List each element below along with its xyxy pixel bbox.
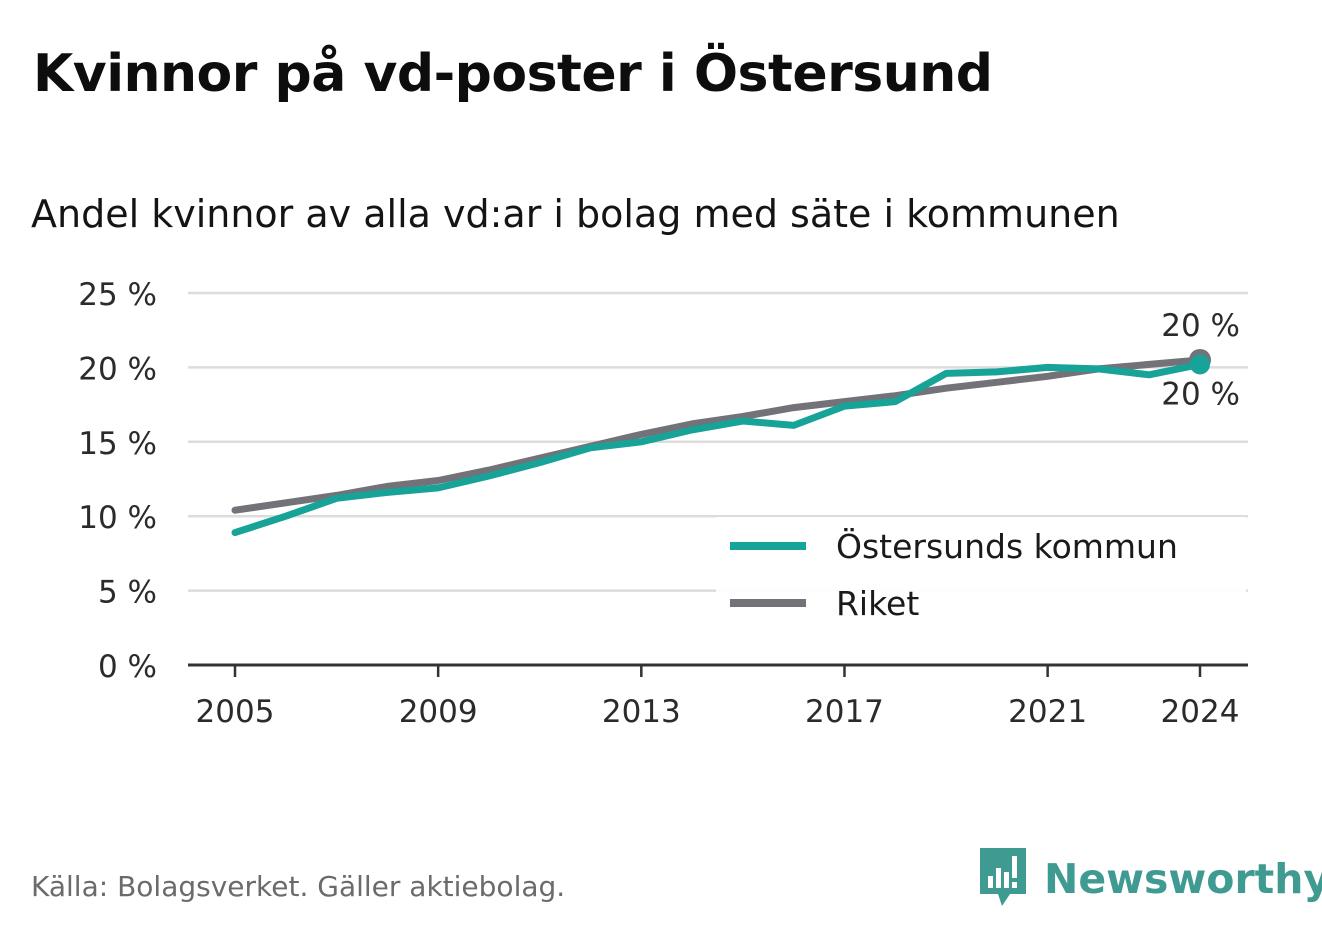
brand-name: Newsworthy <box>1044 855 1322 903</box>
chart-title: Kvinnor på vd-poster i Östersund <box>33 44 993 104</box>
series-line-ostersund <box>231 360 1204 537</box>
newsworthy-logo-icon <box>980 848 1026 906</box>
end-label-ostersund: 20 % <box>1161 376 1240 412</box>
legend-label-ostersund: Östersunds kommun <box>836 526 1178 566</box>
end-label-riket: 20 % <box>1161 308 1240 344</box>
x-tick-label-2021: 2021 <box>1008 694 1087 730</box>
x-tick-label-2013: 2013 <box>602 694 681 730</box>
y-tick-label-20: 20 % <box>78 351 157 387</box>
brand-logo: Newsworthy <box>980 848 1322 910</box>
series-end-dot-ostersund <box>1190 354 1210 375</box>
y-tick-label-0: 0 % <box>98 649 157 685</box>
x-tick-label-2017: 2017 <box>805 694 884 730</box>
legend: Östersunds kommun Riket <box>716 517 1246 629</box>
source-note: Källa: Bolagsverket. Gäller aktiebolag. <box>31 870 566 903</box>
y-tick-label-25: 25 % <box>78 277 157 313</box>
y-tick-label-5: 5 % <box>98 575 157 611</box>
x-tick-label-2009: 2009 <box>399 694 478 730</box>
y-axis-ticks: 0 % 5 % 10 % 15 % 20 % 25 % <box>78 277 157 685</box>
x-axis-ticks: 2005 2009 2013 2017 2021 2024 <box>196 665 1240 730</box>
x-tick-label-2024: 2024 <box>1161 694 1240 730</box>
series-line-riket <box>231 356 1204 514</box>
legend-label-riket: Riket <box>836 584 919 623</box>
series-lines <box>231 348 1211 537</box>
chart-subtitle: Andel kvinnor av alla vd:ar i bolag med … <box>31 192 1120 236</box>
y-tick-label-15: 15 % <box>78 426 157 462</box>
line-chart: 0 %5 %10 %15 %20 %25 % 2005 2009 2013 2017 2… <box>78 277 1248 730</box>
legend-background <box>716 517 1246 629</box>
x-tick-label-2005: 2005 <box>196 694 275 730</box>
end-labels: 20 % 20 % <box>1161 308 1240 412</box>
y-tick-label-10: 10 % <box>78 500 157 536</box>
